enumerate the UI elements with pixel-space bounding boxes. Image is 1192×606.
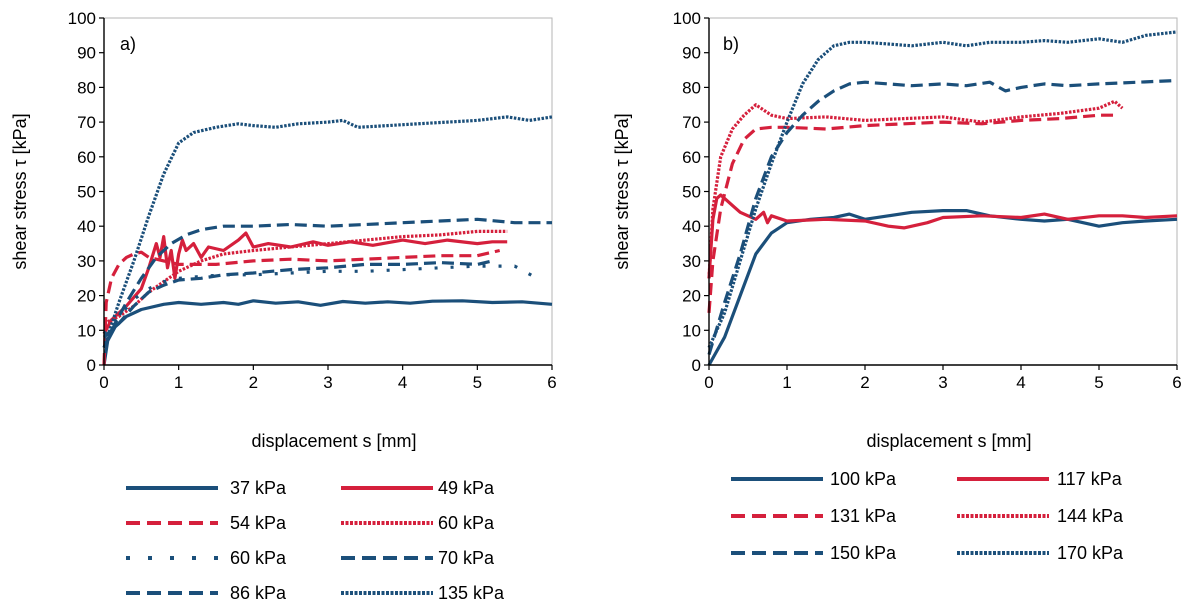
legend-entry: 135 kPa	[438, 583, 505, 603]
y-tick-label: 60	[682, 148, 701, 167]
chart-panel-a: 0 10 20 30 40 50 60 70 80 90 100 0 1 2 3 4 5 6 a) shear str…	[10, 9, 557, 603]
legend-entry: 100 kPa	[830, 469, 897, 489]
y-tick-label: 70	[77, 113, 96, 132]
legend-entry: 60 kPa	[438, 513, 495, 533]
series-line-100-kpa-0	[707, 209, 1178, 366]
y-tick-label: 20	[77, 287, 96, 306]
legend-entry: 144 kPa	[1057, 506, 1124, 526]
series-line-37-kpa-0	[102, 299, 553, 366]
x-tick-label: 0	[99, 373, 108, 392]
y-tick-label: 10	[77, 321, 96, 340]
x-tick-label: 6	[547, 373, 556, 392]
series-line-54-kpa-2	[102, 248, 501, 366]
x-tick-label: 2	[249, 373, 258, 392]
y-tick-label: 90	[682, 44, 701, 63]
y-tick-label: 90	[77, 44, 96, 63]
series-line-70-kpa-5	[102, 217, 552, 349]
y-tick-label: 70	[682, 113, 701, 132]
x-tick-label: 5	[473, 373, 482, 392]
y-tick-label: 100	[68, 9, 96, 28]
legend-entry: 131 kPa	[830, 506, 897, 526]
x-tick-label: 4	[1016, 373, 1025, 392]
legend-entry: 60 kPa	[230, 548, 287, 568]
legend-entry: 54 kPa	[230, 513, 287, 533]
x-tick-label: 5	[1094, 373, 1103, 392]
y-tick-label: 50	[682, 183, 701, 202]
legend-entry: 150 kPa	[830, 543, 897, 563]
legend-entry: 117 kPa	[1057, 469, 1123, 489]
y-tick-label: 40	[682, 217, 701, 236]
series-line-131-kpa-2	[707, 113, 1115, 314]
x-tick-label: 2	[860, 373, 869, 392]
legend-entry: 49 kPa	[438, 478, 495, 498]
series-line-135-kpa-7	[102, 115, 553, 349]
y-tick-label: 30	[77, 252, 96, 271]
x-axis-label: displacement s [mm]	[251, 431, 416, 451]
legend-entry: 70 kPa	[438, 548, 495, 568]
x-tick-label: 6	[1172, 373, 1181, 392]
legend-entry: 86 kPa	[230, 583, 287, 603]
y-tick-label: 50	[77, 183, 96, 202]
plot-frame	[103, 17, 553, 366]
x-tick-label: 1	[174, 373, 183, 392]
series-line-117-kpa-1	[707, 193, 1178, 279]
series-line-170-kpa-5	[707, 30, 1178, 349]
series-line-86-kpa-6	[102, 259, 493, 339]
y-tick-label: 20	[682, 287, 701, 306]
y-axis-label: shear stress τ [kPa]	[612, 113, 632, 269]
chart-panel-b: 0 10 20 30 40 50 60 70 80 90 100 0 1 2 3 4 5 6 b) shear str…	[612, 9, 1182, 563]
x-tick-label: 3	[323, 373, 332, 392]
y-tick-label: 40	[77, 217, 96, 236]
plot-frame	[708, 17, 1178, 366]
y-tick-label: 0	[87, 356, 96, 375]
series-line-60-kpa-4	[102, 264, 538, 335]
series-line-60-kpa-3	[103, 229, 508, 325]
y-tick-label: 10	[682, 321, 701, 340]
legend-entry: 37 kPa	[230, 478, 287, 498]
series-line-150-kpa-4	[707, 78, 1178, 356]
y-tick-label: 60	[77, 148, 96, 167]
x-tick-label: 3	[938, 373, 947, 392]
y-tick-label: 80	[682, 78, 701, 97]
y-tick-label: 0	[692, 356, 701, 375]
x-tick-label: 4	[398, 373, 407, 392]
y-tick-label: 100	[673, 9, 701, 28]
y-tick-label: 80	[77, 78, 96, 97]
panel-label: b)	[723, 34, 739, 54]
y-axis-label: shear stress τ [kPa]	[10, 113, 30, 269]
x-tick-label: 1	[782, 373, 791, 392]
y-tick-label: 30	[682, 252, 701, 271]
series-line-49-kpa-1	[102, 231, 508, 335]
panel-label: a)	[120, 34, 136, 54]
legend-entry: 170 kPa	[1057, 543, 1124, 563]
x-tick-label: 0	[704, 373, 713, 392]
series-line-144-kpa-3	[707, 99, 1124, 279]
x-axis-label: displacement s [mm]	[866, 431, 1031, 451]
